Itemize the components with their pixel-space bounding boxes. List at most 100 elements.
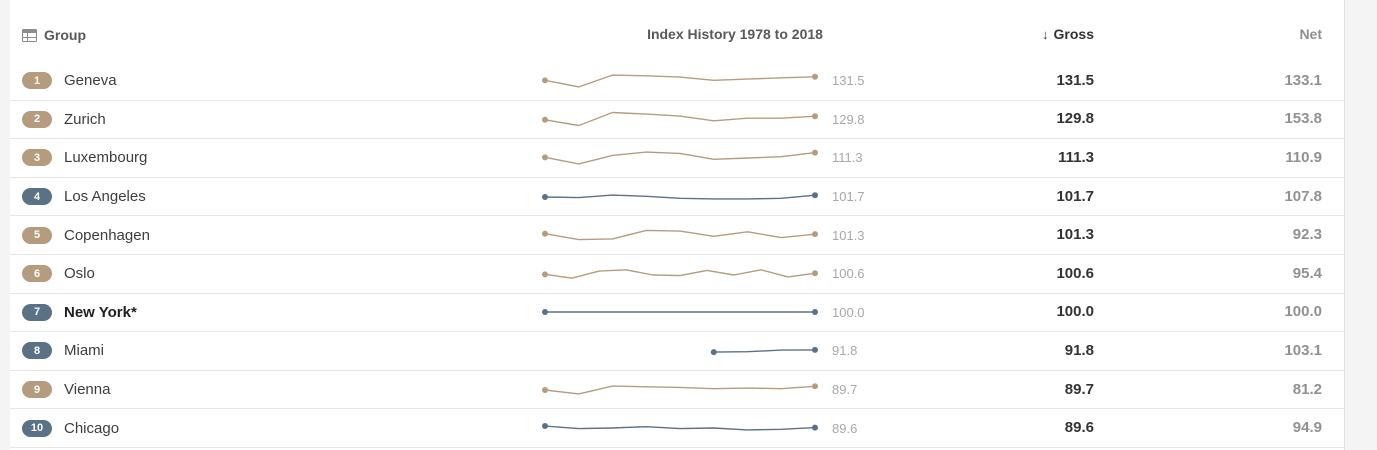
- sort-desc-icon: ↓: [1042, 27, 1049, 42]
- rank-number: 5: [33, 229, 41, 242]
- rank-badge: 4: [22, 188, 52, 206]
- table-icon: [22, 28, 37, 42]
- sparkline-svg: [542, 382, 818, 395]
- gross-value: 131.5: [1056, 71, 1094, 89]
- table-row[interactable]: 10 Chicago 89.6 89.6 94.9: [10, 409, 1344, 448]
- sparkline-chart: [542, 374, 818, 406]
- column-header-group[interactable]: Group: [10, 27, 545, 43]
- column-header-history: Index History 1978 to 2018: [545, 26, 925, 44]
- gross-value: 101.3: [1056, 226, 1094, 244]
- gross-value: 101.7: [1056, 187, 1094, 205]
- gross-value: 100.0: [1056, 303, 1094, 321]
- rank-number: 10: [30, 422, 44, 435]
- city-name: Oslo: [64, 265, 95, 283]
- city-name: Miami: [64, 342, 104, 360]
- sparkline-chart: [542, 258, 818, 290]
- rank-number: 1: [33, 74, 41, 87]
- net-value: 110.9: [1285, 148, 1322, 166]
- rank-badge: 2: [22, 110, 52, 128]
- city-name: Copenhagen: [64, 226, 150, 244]
- table-row[interactable]: 5 Copenhagen 101.3 101.3 92.3: [10, 216, 1344, 255]
- sparkline-chart: [542, 412, 818, 444]
- gross-value: 89.6: [1064, 419, 1094, 437]
- net-value: 103.1: [1284, 341, 1322, 359]
- rank-badge: 10: [22, 419, 52, 437]
- sparkline-value: 100.0: [832, 304, 865, 320]
- city-name: Los Angeles: [64, 188, 146, 206]
- gross-value: 91.8: [1064, 341, 1094, 359]
- net-value: 100.0: [1284, 303, 1322, 321]
- sparkline-svg: [542, 191, 818, 200]
- sparkline-value: 101.7: [832, 189, 865, 205]
- sparkline-svg: [710, 346, 818, 356]
- table-header: Group Index History 1978 to 2018 ↓ Gross …: [10, 0, 1344, 62]
- sparkline-value: 111.3: [832, 150, 863, 166]
- table-row[interactable]: 8 Miami 91.8 91.8 103.1: [10, 332, 1344, 371]
- gross-value: 129.8: [1056, 110, 1094, 128]
- rank-number: 2: [33, 113, 41, 126]
- history-header-label: Index History 1978 to 2018: [647, 26, 823, 42]
- net-value: 81.2: [1292, 380, 1322, 398]
- sparkline-value: 129.8: [832, 111, 865, 127]
- table-row[interactable]: 2 Zurich 129.8 129.8 153.8: [10, 100, 1344, 140]
- city-name: Luxembourg: [64, 149, 148, 167]
- sparkline-svg: [542, 112, 818, 127]
- column-header-net[interactable]: Net: [1094, 26, 1322, 44]
- rank-number: 9: [33, 383, 41, 396]
- table-body: 1 Geneva 131.5 131.5 133.1 2 Zurich 129.…: [10, 62, 1344, 448]
- rank-badge: 7: [22, 303, 52, 321]
- table-row[interactable]: 4 Los Angeles 101.7 101.7 107.8: [10, 177, 1344, 217]
- table-row[interactable]: 6 Oslo 100.6 100.6 95.4: [10, 254, 1344, 294]
- gross-value: 100.6: [1056, 264, 1094, 282]
- table-row[interactable]: 1 Geneva 131.5 131.5 133.1: [10, 62, 1344, 101]
- sparkline-svg: [542, 268, 818, 279]
- sparkline-chart: [542, 181, 818, 213]
- rank-badge: 6: [22, 265, 52, 283]
- gross-value: 89.7: [1064, 380, 1094, 398]
- sparkline-svg: [542, 309, 818, 316]
- ranking-table: Group Index History 1978 to 2018 ↓ Gross …: [10, 0, 1345, 450]
- table-row[interactable]: 3 Luxembourg 111.3 111.3 110.9: [10, 139, 1344, 178]
- rank-number: 3: [33, 151, 41, 164]
- sparkline-svg: [542, 229, 818, 241]
- rank-number: 8: [33, 344, 41, 357]
- gross-value: 111.3: [1058, 148, 1094, 166]
- net-value: 107.8: [1284, 187, 1322, 205]
- net-value: 94.9: [1292, 419, 1322, 437]
- rank-number: 6: [33, 267, 41, 280]
- sparkline-svg: [542, 423, 818, 431]
- sparkline-chart: [542, 219, 818, 251]
- rank-badge: 3: [22, 149, 52, 167]
- net-value: 153.8: [1284, 110, 1322, 128]
- sparkline-value: 100.6: [832, 266, 865, 282]
- rank-badge: 8: [22, 342, 52, 360]
- sparkline-chart: [542, 103, 818, 135]
- table-row[interactable]: 9 Vienna 89.7 89.7 81.2: [10, 370, 1344, 410]
- net-value: 92.3: [1292, 226, 1322, 244]
- table-row[interactable]: 7 New York* 100.0 100.0 100.0: [10, 293, 1344, 333]
- net-value: 133.1: [1284, 71, 1322, 89]
- column-header-gross[interactable]: ↓ Gross: [925, 26, 1094, 44]
- sparkline-chart: [545, 335, 818, 367]
- sparkline-chart: [542, 142, 818, 174]
- rank-badge: 1: [22, 72, 52, 90]
- sparkline-chart: [542, 296, 818, 328]
- sparkline-svg: [542, 73, 818, 88]
- net-header-label: Net: [1299, 26, 1322, 42]
- group-header-label: Group: [44, 27, 86, 43]
- rank-number: 7: [33, 306, 41, 319]
- rank-badge: 5: [22, 226, 52, 244]
- city-name: Vienna: [64, 381, 111, 399]
- city-name: Chicago: [64, 419, 120, 437]
- net-value: 95.4: [1292, 264, 1322, 282]
- gross-header-label: Gross: [1053, 26, 1094, 42]
- sparkline-svg: [542, 149, 818, 165]
- sparkline-value: 89.7: [832, 382, 858, 398]
- sparkline-value: 91.8: [832, 343, 858, 359]
- sparkline-value: 101.3: [832, 227, 865, 243]
- city-name: Zurich: [64, 110, 106, 128]
- sparkline-value: 89.6: [832, 420, 858, 436]
- sparkline-value: 131.5: [832, 73, 865, 89]
- sparkline-chart: [542, 65, 818, 97]
- rank-badge: 9: [22, 381, 52, 399]
